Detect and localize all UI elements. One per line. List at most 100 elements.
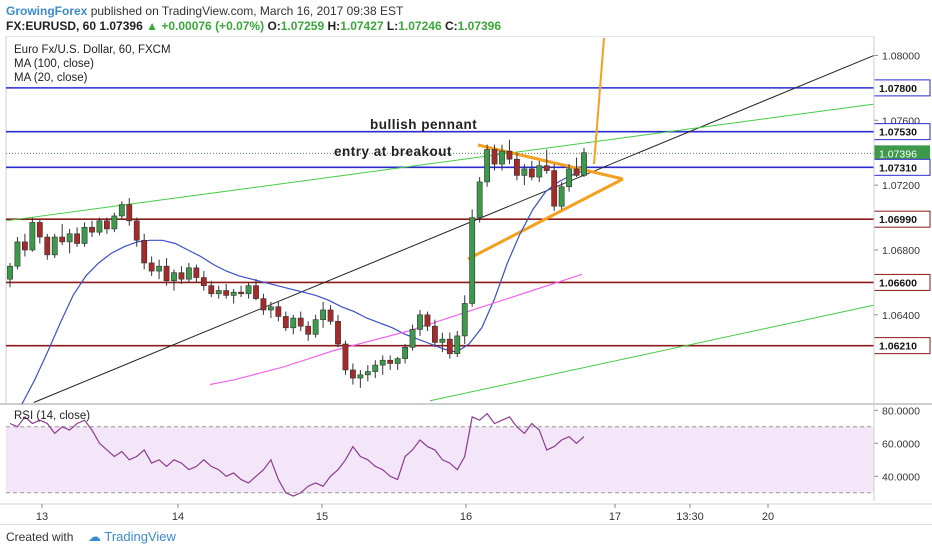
candle-body <box>357 374 364 379</box>
candle-body <box>335 321 341 345</box>
candle-body <box>543 165 550 171</box>
candles <box>7 139 587 388</box>
candle-body <box>29 222 36 251</box>
candle-body <box>163 265 170 282</box>
ma20-legend: MA (20, close) <box>14 72 88 84</box>
chart-header: GrowingForex published on TradingView.co… <box>0 0 932 36</box>
rsi-tick-label: 40.0000 <box>882 471 920 483</box>
candle-body <box>118 204 125 217</box>
candle-body <box>230 291 237 296</box>
candle-body <box>364 371 371 376</box>
grid <box>0 35 932 405</box>
price-pane-frame <box>5 35 875 405</box>
author-link[interactable]: GrowingForex <box>6 4 88 18</box>
price-axis[interactable]: 1.080001.076001.072001.068001.064001.078… <box>873 50 931 355</box>
chart-area[interactable]: bullish pennant entry at breakout 1.0800… <box>0 35 932 524</box>
candle-body <box>178 272 185 280</box>
high-label: H: <box>327 19 341 33</box>
tradingview-logo[interactable]: ☁ TradingView <box>88 529 176 544</box>
candle-body <box>297 317 304 327</box>
candle-body <box>275 306 282 317</box>
candle-body <box>342 343 349 371</box>
candle-body <box>521 168 528 176</box>
candle-body <box>141 239 148 264</box>
candle-body <box>111 215 118 230</box>
candle-body <box>200 277 207 286</box>
candle-body <box>394 358 401 364</box>
candle-body <box>208 285 215 295</box>
candle-body <box>268 306 274 311</box>
candle-body <box>461 303 468 337</box>
candle-body <box>148 262 155 272</box>
candle-body <box>133 220 140 241</box>
level-label: 1.07310 <box>879 162 917 174</box>
trend-lines <box>5 37 875 403</box>
candle-body <box>424 314 431 327</box>
publish-line: GrowingForex published on TradingView.co… <box>6 4 403 18</box>
candle-body <box>491 149 498 165</box>
level-label: 1.07530 <box>879 127 917 139</box>
candle-body <box>104 220 110 230</box>
y-tick-label: 1.06400 <box>882 310 920 322</box>
candle-body <box>51 236 58 256</box>
candle-body <box>409 329 416 348</box>
candle-body <box>59 236 66 243</box>
candle-body <box>327 309 334 322</box>
price-change: +0.00076 (+0.07%) <box>161 19 265 33</box>
x-tick-label: 16 <box>460 511 472 523</box>
candle-body <box>74 233 80 244</box>
green-channel-lower <box>429 304 875 402</box>
candle-body <box>514 158 520 176</box>
price-chart-svg[interactable]: bullish pennant entry at breakout 1.0800… <box>0 35 932 524</box>
close-value: 1.07396 <box>457 19 502 33</box>
pennant-lower <box>467 177 624 261</box>
candle-body <box>379 359 386 366</box>
candle-body <box>36 222 43 238</box>
candle-body <box>387 359 394 364</box>
candle-body <box>581 152 587 176</box>
x-tick-label: 17 <box>609 511 621 523</box>
candle-body <box>417 314 423 330</box>
created-with: Created with <box>6 530 74 544</box>
ma20-line <box>21 170 585 405</box>
candle-body <box>238 291 244 295</box>
low-label: L: <box>386 19 399 33</box>
current-price-badge <box>874 145 930 162</box>
candle-body <box>528 168 535 178</box>
horizontal-levels <box>6 87 874 347</box>
level-label: 1.06600 <box>879 277 917 289</box>
open-value: 1.07259 <box>280 19 325 33</box>
candle-body <box>372 364 379 372</box>
current-price-label: 1.07396 <box>879 148 917 160</box>
x-tick-label: 13 <box>36 511 48 523</box>
candle-body <box>14 241 21 267</box>
x-tick-label: 15 <box>316 511 328 523</box>
y-tick-label: 1.08000 <box>882 50 920 62</box>
candle-body <box>506 150 513 160</box>
candle-body <box>81 226 88 244</box>
candle-body <box>350 369 356 379</box>
rsi-band <box>6 426 874 493</box>
candle-body <box>469 217 476 304</box>
black-trendline <box>33 54 875 403</box>
candle-body <box>439 338 446 343</box>
symbol-line: FX:EURUSD, 60 1.07396 ▲ +0.00076 (+0.07%… <box>6 19 501 33</box>
candle-body <box>432 325 438 343</box>
candle-body <box>446 338 453 355</box>
time-axis[interactable]: 13 14 15 16 17 13:30 20 <box>0 503 932 523</box>
candle-body <box>22 241 28 251</box>
green-channel-upper <box>5 103 875 222</box>
candle-body <box>499 150 505 165</box>
candle-body <box>156 265 162 272</box>
candle-body <box>7 265 13 280</box>
level-label: 1.06990 <box>879 214 917 226</box>
candle-body <box>126 204 133 222</box>
rsi-legend: RSI (14, close) <box>14 410 91 422</box>
y-tick-label: 1.07200 <box>882 180 920 192</box>
rsi-line <box>9 412 585 497</box>
candle-body <box>89 226 95 233</box>
candle-body <box>484 149 490 183</box>
candle-body <box>305 325 312 335</box>
level-label: 1.07800 <box>879 83 917 95</box>
high-value: 1.07427 <box>340 19 384 33</box>
